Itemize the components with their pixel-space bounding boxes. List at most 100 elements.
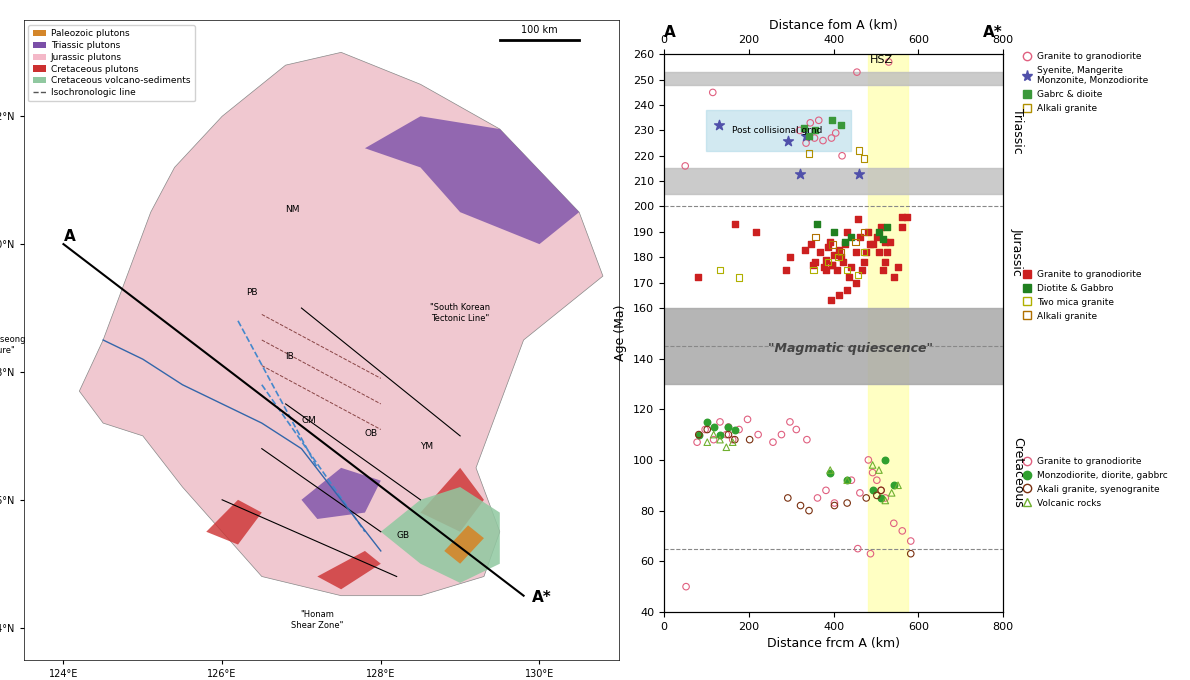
Point (854, 153, 873, 164)
Point (841, 231, 860, 242)
Point (825, 249, 844, 260)
Point (871, 492, 890, 503)
Point (878, 221, 897, 232)
Polygon shape (365, 116, 580, 244)
Point (738, 414, 757, 425)
Point (827, 265, 846, 275)
Point (868, 231, 887, 242)
Point (808, 219, 827, 230)
Point (876, 237, 895, 248)
Text: HSZ: HSZ (870, 54, 892, 65)
Point (884, 480, 903, 491)
Text: Triassic: Triassic (1012, 107, 1023, 153)
Point (806, 231, 825, 242)
Point (841, 262, 860, 273)
Point (848, 543, 868, 554)
Point (822, 239, 841, 250)
Text: IB: IB (286, 352, 294, 361)
Point (870, 226, 889, 237)
Point (857, 247, 876, 258)
Point (697, 424, 716, 435)
Point (871, 485, 890, 496)
Point (819, 241, 838, 252)
Bar (707, 110, 851, 151)
Text: NM: NM (286, 205, 300, 214)
Legend: Granite to granodiorite, Syenite, Mangerite
Monzonite, Monzodiorite, Gabrc & dio: Granite to granodiorite, Syenite, Manger… (1022, 52, 1148, 114)
Point (790, 125, 809, 136)
Point (846, 237, 865, 248)
Point (802, 239, 821, 250)
Text: "South Korean
Tectonic Line": "South Korean Tectonic Line" (430, 303, 490, 323)
Point (884, 518, 903, 529)
Point (846, 247, 865, 258)
Point (892, 526, 912, 537)
Point (851, 231, 870, 242)
Point (719, 422, 738, 432)
Bar (664, 72, 1003, 85)
Point (832, 120, 851, 131)
Bar (664, 169, 1003, 194)
Point (814, 262, 833, 273)
Point (724, 435, 743, 445)
Point (778, 135, 797, 146)
Point (868, 490, 887, 501)
Point (821, 237, 840, 248)
Text: Post collisional grnd: Post collisional grnd (732, 126, 822, 135)
Polygon shape (420, 468, 484, 532)
Point (829, 290, 848, 301)
Point (889, 480, 908, 491)
Text: A*: A* (532, 590, 551, 605)
Point (879, 56, 898, 67)
Point (810, 247, 829, 258)
Point (822, 259, 841, 270)
Point (870, 247, 889, 258)
Point (797, 435, 816, 445)
Text: "Hongseong
suture": "Hongseong suture" (0, 335, 26, 355)
Point (696, 424, 715, 435)
Point (795, 244, 814, 255)
Point (829, 252, 848, 262)
Text: A: A (63, 229, 75, 244)
Point (697, 437, 716, 447)
Point (850, 146, 869, 156)
Polygon shape (206, 500, 262, 545)
Point (764, 437, 783, 447)
Text: YM: YM (420, 442, 433, 451)
Text: A: A (664, 25, 676, 40)
Text: Jurassic: Jurassic (1012, 228, 1023, 276)
Text: Cretaceous: Cretaceous (1012, 437, 1023, 508)
Point (816, 485, 835, 496)
Point (854, 247, 873, 258)
Point (806, 257, 825, 268)
Point (838, 226, 857, 237)
Point (863, 460, 882, 471)
Point (889, 262, 908, 273)
Point (878, 247, 897, 258)
Text: "Magmatic quiescence": "Magmatic quiescence" (768, 342, 933, 355)
Point (884, 272, 903, 283)
Point (689, 272, 708, 283)
Point (676, 160, 695, 171)
Point (689, 429, 708, 440)
Point (876, 495, 895, 506)
Point (703, 87, 722, 98)
Polygon shape (444, 526, 484, 564)
Point (704, 429, 724, 440)
Point (871, 485, 890, 496)
Point (804, 133, 823, 143)
Point (870, 464, 889, 475)
Legend: Granite to granodiorite, Monzodiorite, diorite, gabbrc, Akali granite, syenogran: Granite to granodiorite, Monzodiorite, d… (1022, 457, 1169, 507)
Point (740, 435, 759, 445)
Text: GM: GM (301, 416, 317, 425)
Point (822, 115, 841, 126)
Point (710, 429, 729, 440)
Point (716, 442, 735, 453)
Point (897, 211, 916, 222)
Point (852, 265, 871, 275)
Point (725, 424, 744, 435)
Point (832, 252, 851, 262)
Point (825, 226, 844, 237)
Point (800, 148, 819, 158)
Point (790, 168, 809, 179)
Text: A*: A* (983, 25, 1003, 40)
